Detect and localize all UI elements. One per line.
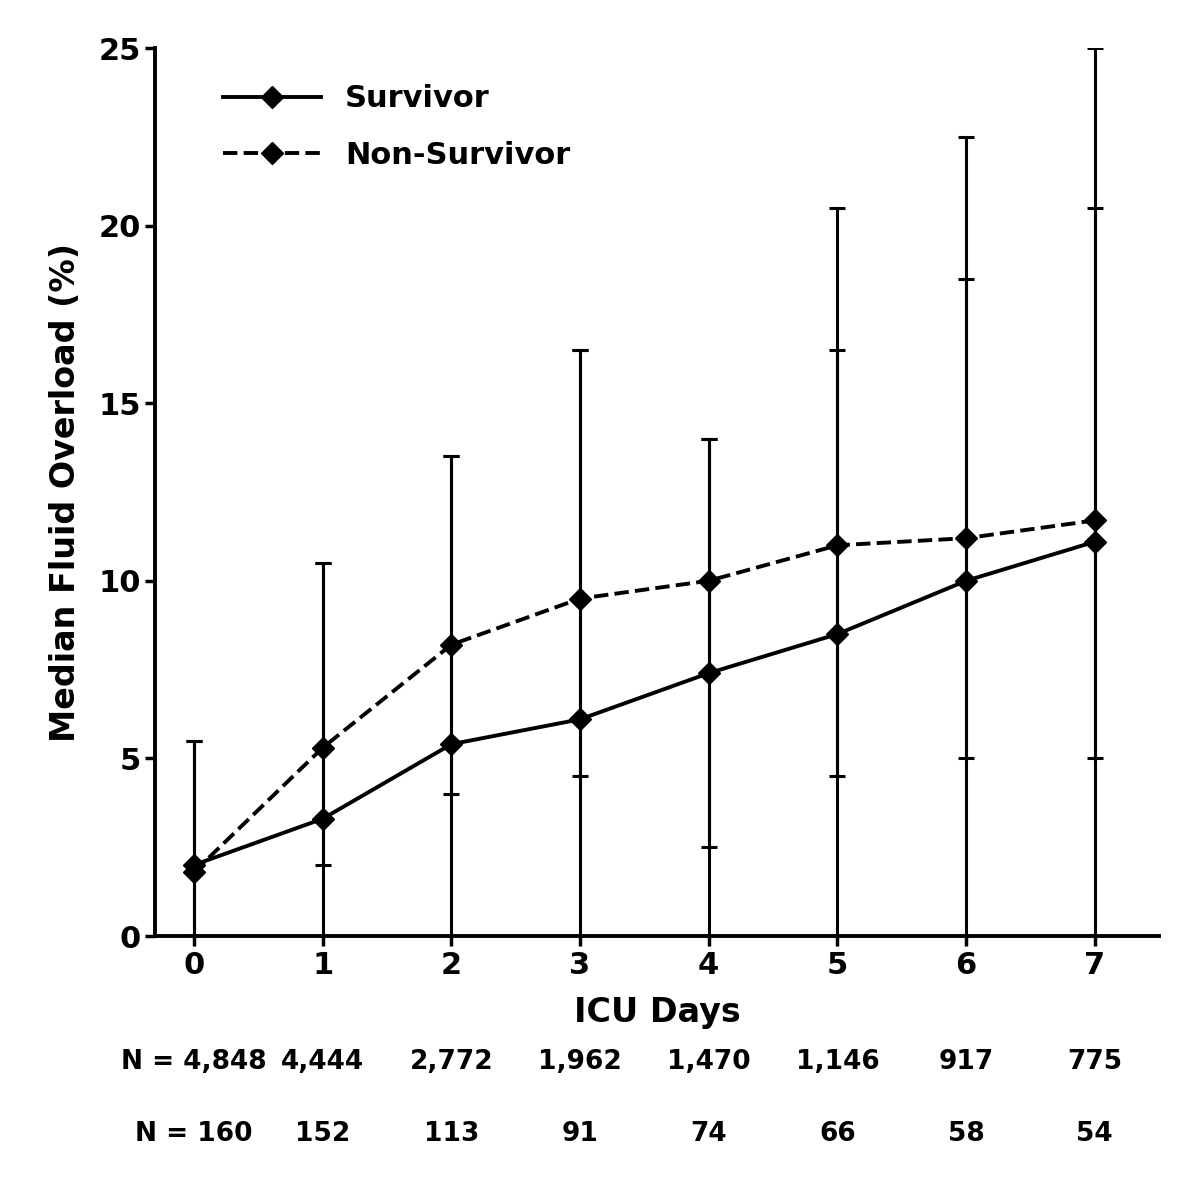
Text: 91: 91 xyxy=(562,1121,599,1147)
Y-axis label: Median Fluid Overload (%): Median Fluid Overload (%) xyxy=(49,242,81,742)
Text: 775: 775 xyxy=(1067,1049,1122,1075)
Text: 1,962: 1,962 xyxy=(538,1049,621,1075)
Legend: Survivor, Non-Survivor: Survivor, Non-Survivor xyxy=(210,72,583,182)
Text: 1,470: 1,470 xyxy=(667,1049,750,1075)
Text: 113: 113 xyxy=(424,1121,479,1147)
Text: 152: 152 xyxy=(295,1121,350,1147)
Text: 917: 917 xyxy=(938,1049,994,1075)
Text: 58: 58 xyxy=(948,1121,985,1147)
Text: 1,146: 1,146 xyxy=(796,1049,880,1075)
Text: N = 160: N = 160 xyxy=(135,1121,252,1147)
Text: 54: 54 xyxy=(1077,1121,1113,1147)
Text: 74: 74 xyxy=(691,1121,727,1147)
Text: 4,444: 4,444 xyxy=(281,1049,364,1075)
Text: 2,772: 2,772 xyxy=(410,1049,494,1075)
Text: 66: 66 xyxy=(819,1121,856,1147)
X-axis label: ICU Days: ICU Days xyxy=(574,996,741,1030)
Text: N = 4,848: N = 4,848 xyxy=(121,1049,266,1075)
